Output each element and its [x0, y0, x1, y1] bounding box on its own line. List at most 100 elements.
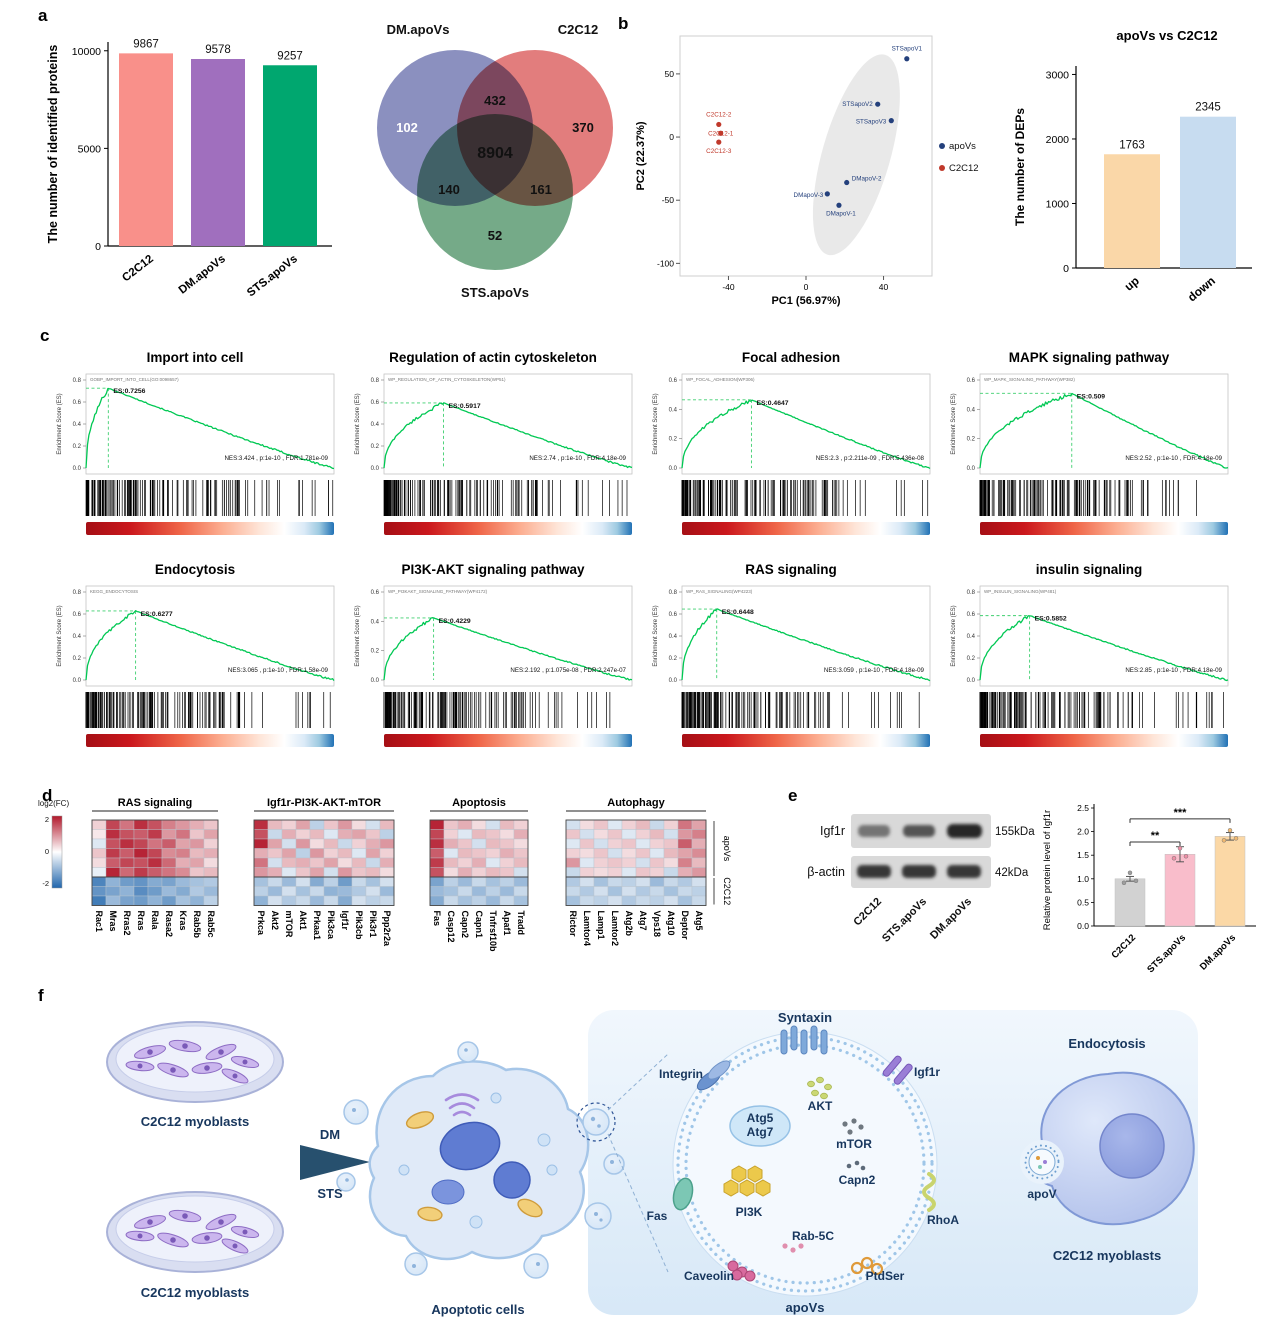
bar-C2C12: [119, 53, 173, 247]
svg-text:Atg7: Atg7: [638, 911, 648, 931]
svg-text:WP_MAPK_SIGNALING_PATHWAY(WP38: WP_MAPK_SIGNALING_PATHWAY(WP382): [984, 377, 1075, 382]
svg-text:Akt2: Akt2: [270, 911, 280, 931]
svg-text:ES:0.7256: ES:0.7256: [113, 388, 145, 395]
svg-text:Pik3cb: Pik3cb: [354, 911, 364, 941]
svg-text:***: ***: [1174, 807, 1188, 819]
gsea-plot-insulin: 0.0 0.2 0.4 0.6 0.8 Enrichment Score (ES) WP_I…: [951, 585, 1229, 747]
venn-count-dm-sts: 140: [438, 182, 460, 197]
svg-text:0.4: 0.4: [669, 634, 678, 640]
bar-down: [1180, 116, 1236, 268]
venn-count-center: 8904: [477, 145, 513, 162]
svg-text:C2C12: C2C12: [120, 253, 156, 285]
svg-text:ES:0.5852: ES:0.5852: [1035, 616, 1067, 623]
enrichment-curve: [681, 608, 931, 682]
svg-text:ES:0.6448: ES:0.6448: [722, 609, 754, 616]
intracellular-vesicles: [398, 1092, 558, 1229]
svg-text:down: down: [1185, 274, 1218, 305]
svg-text:ES:0.509: ES:0.509: [1077, 393, 1106, 400]
apov-vesicle-body: [1028, 1148, 1056, 1176]
svg-text:9578: 9578: [205, 44, 231, 56]
svg-text:DMapoV-2: DMapoV-2: [852, 176, 882, 183]
svg-text:STSapoV2: STSapoV2: [842, 101, 873, 108]
svg-text:Enrichment Score (ES): Enrichment Score (ES): [57, 393, 63, 454]
label-ptdser: PtdSer: [866, 1269, 905, 1283]
svg-text:0.2: 0.2: [967, 656, 976, 662]
svg-text:C2C12: C2C12: [949, 163, 979, 174]
svg-text:Lamtor2: Lamtor2: [610, 911, 620, 947]
gsea-title-1: Regulation of actin cytoskeleton: [389, 350, 597, 365]
heatmap-panel: log2(FC) 2 0 -2 RAS signaling Rac1 Mras Rras2 Rr…: [38, 797, 732, 952]
igf1r-bands: [858, 824, 982, 838]
svg-text:0.0: 0.0: [73, 466, 82, 472]
svg-text:40: 40: [879, 282, 889, 292]
svg-text:Atg5: Atg5: [694, 911, 704, 931]
svg-text:KEGG_ENDOCYTOSIS: KEGG_ENDOCYTOSIS: [90, 589, 138, 594]
apoptotic-body-contents: [345, 1048, 614, 1268]
svg-text:NES:3.059 , p:1e-10 , FDR:4.18: NES:3.059 , p:1e-10 , FDR:4.18e-09: [824, 667, 925, 674]
svg-text:apoVs: apoVs: [722, 836, 732, 862]
svg-text:up: up: [1122, 274, 1142, 294]
svg-text:Enrichment Score (ES): Enrichment Score (ES): [951, 393, 957, 454]
svg-text:ES:0.4647: ES:0.4647: [756, 400, 788, 407]
blot-size-actin: 42kDa: [995, 867, 1029, 879]
gsea-title-5: PI3K-AKT signaling pathway: [401, 562, 585, 577]
svg-text:Capn2: Capn2: [460, 911, 470, 939]
gsea-title-3: MAPK signaling pathway: [1008, 350, 1170, 365]
svg-text:0.6: 0.6: [73, 400, 82, 406]
svg-text:NES:2.52 , p:1e-10 , FDR:4.18e: NES:2.52 , p:1e-10 , FDR:4.18e-09: [1125, 455, 1222, 462]
svg-text:2: 2: [45, 815, 49, 824]
svg-text:2000: 2000: [1046, 134, 1070, 146]
svg-text:Vps18: Vps18: [652, 911, 662, 938]
svg-text:0.5: 0.5: [1077, 897, 1089, 907]
apov-detail-circle: Syntaxin Integrin Igf1r Atg5 Atg7 AKT mT…: [647, 1010, 960, 1315]
blot-size-igf1r: 155kDa: [995, 826, 1035, 838]
svg-text:The number of DEPs: The number of DEPs: [1013, 108, 1027, 226]
svg-text:ES:0.5917: ES:0.5917: [449, 403, 481, 410]
panel-label-c: c: [40, 326, 50, 345]
blot-lane-labels: C2C12 STS.apoVs DM.apoVs: [851, 896, 974, 945]
capn2-icon: [846, 1160, 866, 1171]
label-apovs: apoVs: [785, 1300, 824, 1315]
mtor-icon: [842, 1118, 864, 1135]
rank-gradient-bar: [86, 522, 334, 535]
label-akt: AKT: [808, 1099, 833, 1113]
integrin-icon: [696, 1060, 731, 1091]
svg-text:apoVs vs C2C12: apoVs vs C2C12: [1116, 28, 1217, 43]
svg-text:0.4: 0.4: [669, 407, 678, 413]
pca-point-STSapoV1: [904, 56, 910, 62]
enrichment-curve: [383, 617, 633, 681]
svg-text:NES:2.74 , p:1e-10 , FDR:4.18e: NES:2.74 , p:1e-10 , FDR:4.18e-09: [529, 455, 626, 462]
svg-text:Apaf1: Apaf1: [502, 911, 512, 936]
svg-text:NES:3.065 , p:1e-10 , FDR:1.58: NES:3.065 , p:1e-10 , FDR:1.58e-09: [228, 667, 329, 674]
label-rab5c: Rab-5C: [792, 1229, 834, 1243]
svg-text:-40: -40: [722, 282, 735, 292]
svg-text:0.2: 0.2: [371, 649, 380, 655]
label-apoptotic-cells: Apoptotic cells: [431, 1302, 524, 1317]
svg-text:Atg10: Atg10: [666, 911, 676, 936]
svg-text:0: 0: [804, 282, 809, 292]
blot-loading-label: β-actin: [807, 865, 845, 879]
svg-text:WP_INSULIN_SIGNALING(WP481): WP_INSULIN_SIGNALING(WP481): [984, 589, 1057, 594]
venn-set-label-c2c12: C2C12: [558, 22, 598, 37]
dep-bar-chart: apoVs vs C2C12 0 1000 2000 3000 1763 up 2345 dow…: [1013, 28, 1252, 305]
svg-text:5000: 5000: [78, 143, 102, 155]
svg-text:0.8: 0.8: [371, 378, 380, 384]
pca-point-STSapoV2: [875, 101, 881, 107]
svg-text:Kras: Kras: [178, 911, 188, 931]
rank-gradient-bar: [980, 522, 1228, 535]
venn-set-label-sts: STS.apoVs: [461, 285, 529, 300]
panel-label-d: d: [42, 786, 53, 805]
svg-text:0.6: 0.6: [73, 612, 82, 618]
pca-point-C2C12-1: [718, 130, 724, 136]
panel-label-a: a: [38, 6, 48, 25]
venn-circles: [377, 50, 613, 270]
svg-text:Enrichment Score (ES): Enrichment Score (ES): [653, 605, 659, 666]
venn-count-c2c12-only: 370: [572, 120, 594, 135]
svg-text:2.0: 2.0: [1077, 827, 1089, 837]
apov-cargo-dots: [1036, 1156, 1047, 1169]
gsea-plot-ras: 0.0 0.2 0.4 0.6 0.8 Enrichment Score (ES) WP_R…: [653, 585, 931, 747]
svg-text:2345: 2345: [1195, 102, 1221, 114]
gsea-title-0: Import into cell: [146, 350, 244, 365]
atg-complex-icon: [729, 1105, 791, 1147]
svg-text:Lamtor4: Lamtor4: [582, 911, 592, 947]
